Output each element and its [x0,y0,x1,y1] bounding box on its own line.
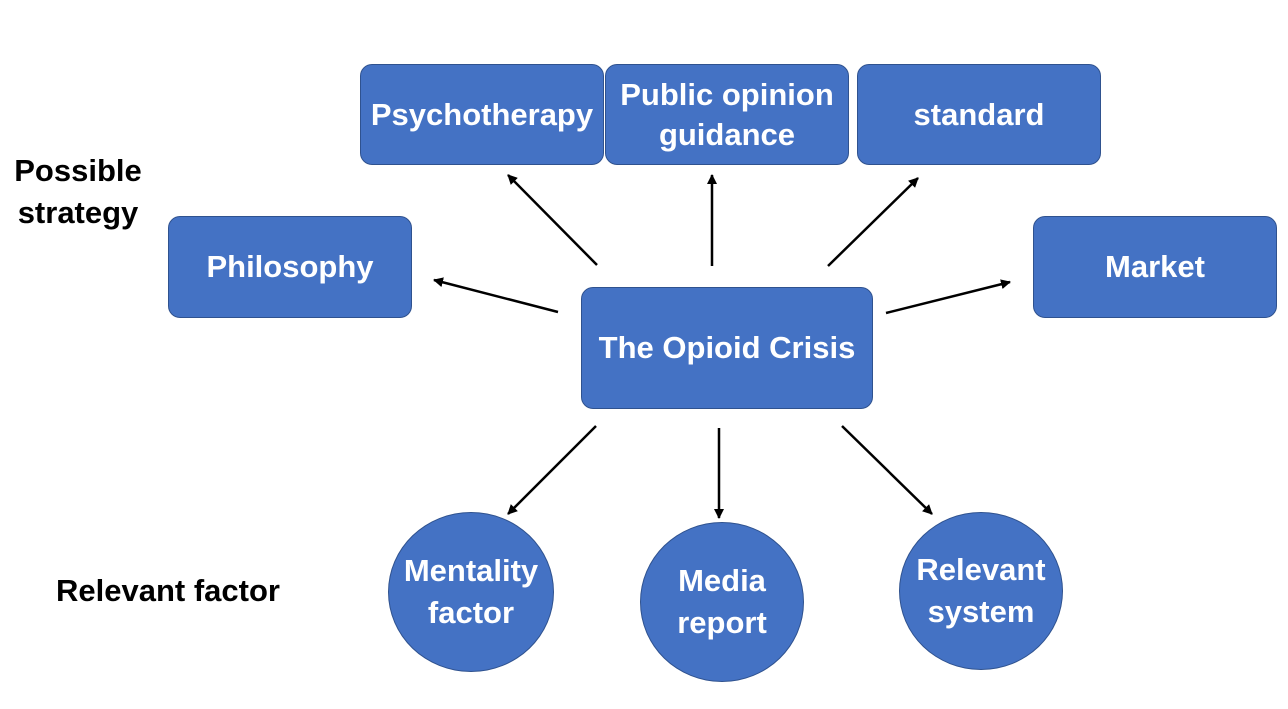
arrow-to-mentality [507,425,597,515]
node-mentality-factor: Mentality factor [388,512,554,672]
arrow-to-market [885,279,1011,315]
node-public-opinion-guidance: Public opinion guidance [605,64,849,165]
arrow-to-philosophy [433,277,559,314]
node-relevant-system: Relevant system [899,512,1063,670]
node-market: Market [1033,216,1277,318]
node-the-opioid-crisis: The Opioid Crisis [581,287,873,409]
arrow-to-psychotherapy [507,174,598,266]
node-standard: standard [857,64,1101,165]
node-media-report: Media report [640,522,804,682]
arrow-to-relevant-system [841,425,933,515]
label-relevant-factor: Relevant factor [56,573,280,608]
node-psychotherapy: Psychotherapy [360,64,604,165]
node-philosophy: Philosophy [168,216,412,318]
label-possible-strategy: Possible strategy [14,153,142,230]
arrow-to-standard [827,177,919,267]
